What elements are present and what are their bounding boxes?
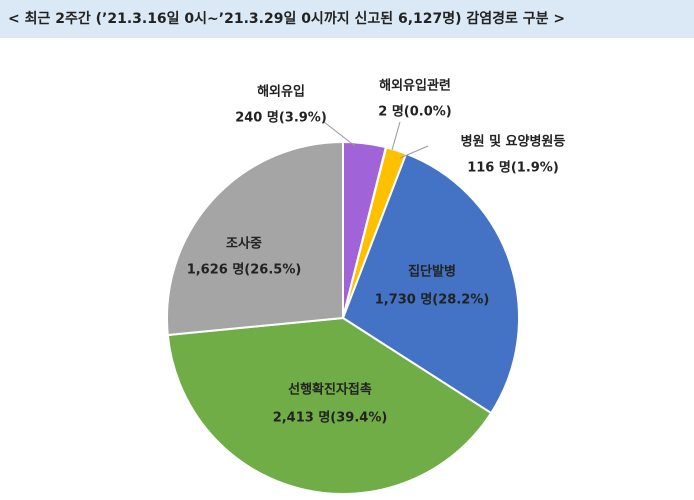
slice-label: 조사중 (226, 236, 262, 252)
leader-line (323, 121, 356, 147)
leader-line (391, 121, 401, 151)
slice-label: 집단발병 (408, 264, 456, 280)
slice-label: 해외유입 (257, 84, 305, 100)
value-label: 2,413 명(39.4%) (273, 410, 388, 426)
value-label: 240 명(3.9%) (235, 110, 327, 126)
slice-label: 선행확진자접촉 (288, 382, 372, 398)
value-label: 1,730 명(28.2%) (375, 292, 490, 308)
pie-slice (166, 140, 344, 337)
pie-slice (166, 316, 493, 495)
value-label: 2 명(0.0%) (378, 104, 451, 120)
title-band (0, 0, 694, 38)
pie-slice (341, 152, 520, 415)
slice-label: 병원 및 요양병원등 (461, 134, 566, 150)
value-label: 1,626 명(26.5%) (187, 262, 302, 278)
slice-label: 해외유입관련 (379, 78, 451, 94)
value-label: 116 명(1.9%) (467, 160, 559, 176)
chart-title: < 최근 2주간 (’21.3.16일 0시~’21.3.29일 0시까지 신고… (8, 10, 565, 27)
leader-line (399, 145, 429, 159)
